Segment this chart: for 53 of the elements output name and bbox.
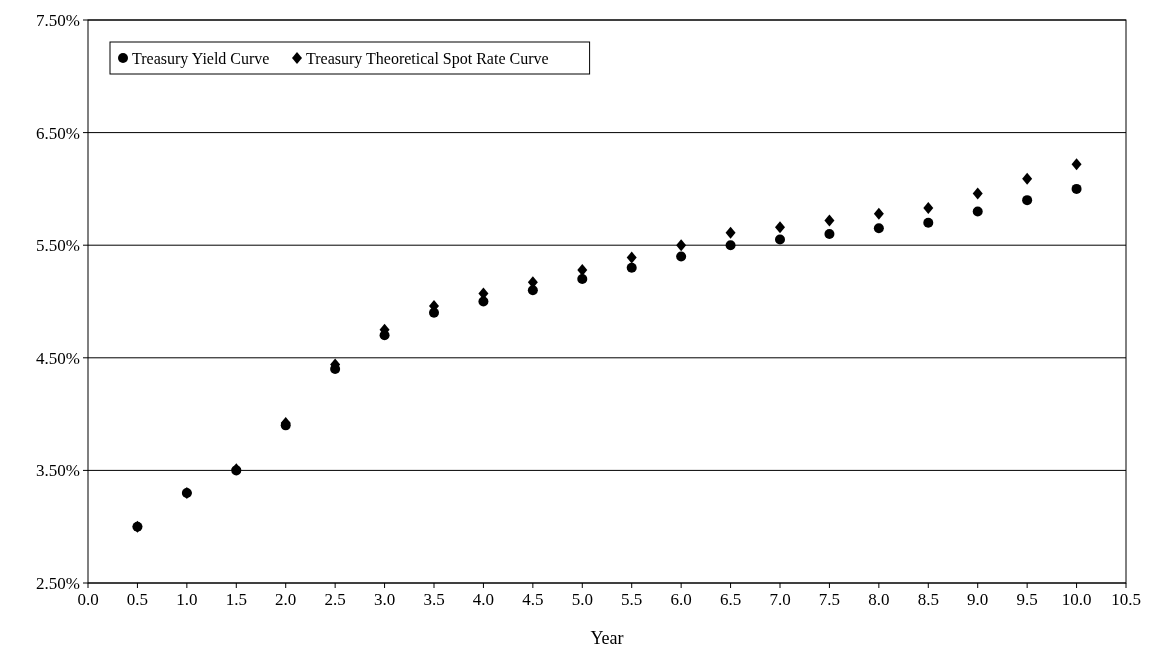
x-tick-label: 2.5 xyxy=(324,590,346,609)
y-tick-label: 7.50% xyxy=(36,10,80,30)
y-tick-label: 3.50% xyxy=(36,461,80,481)
point xyxy=(972,187,983,200)
x-tick-label: 3.0 xyxy=(373,590,396,609)
point xyxy=(923,202,934,215)
point xyxy=(923,217,934,228)
x-tick-label: 8.5 xyxy=(917,590,939,609)
point xyxy=(824,228,835,239)
y-tick-label: 4.50% xyxy=(36,348,80,368)
x-tick-label: 10.5 xyxy=(1111,590,1141,609)
x-tick-label: 4.0 xyxy=(472,590,495,609)
point xyxy=(775,221,785,234)
point xyxy=(972,206,983,217)
point xyxy=(577,273,588,284)
x-tick-label: 0.5 xyxy=(126,590,149,609)
point xyxy=(824,214,835,227)
point xyxy=(676,251,687,262)
point xyxy=(725,240,736,251)
x-tick-label: 7.0 xyxy=(769,590,791,609)
point xyxy=(626,262,637,273)
x-tick-label: 6.0 xyxy=(670,590,692,609)
point xyxy=(1071,183,1082,194)
x-tick-label: 0.0 xyxy=(77,590,99,609)
legend-label: Treasury Yield Curve xyxy=(132,49,270,68)
point xyxy=(626,251,637,264)
x-tick-label: 5.0 xyxy=(571,590,593,609)
x-tick-label: 4.5 xyxy=(522,590,544,609)
x-tick-label: 9.0 xyxy=(967,590,989,609)
x-tick-label: 9.5 xyxy=(1016,590,1038,609)
point xyxy=(775,234,785,245)
x-tick-label: 1.5 xyxy=(225,590,247,609)
point xyxy=(1022,195,1033,206)
point xyxy=(873,223,884,234)
point xyxy=(1071,158,1082,171)
point xyxy=(873,207,884,220)
x-tick-label: 1.0 xyxy=(176,590,198,609)
x-tick-label: 5.5 xyxy=(621,590,643,609)
y-tick-label: 2.50% xyxy=(36,573,80,593)
x-axis-title: Year xyxy=(590,628,624,648)
x-tick-label: 8.0 xyxy=(868,590,890,609)
point xyxy=(1022,172,1033,185)
x-tick-label: 3.5 xyxy=(423,590,445,609)
x-tick-label: 2.0 xyxy=(275,590,297,609)
point xyxy=(725,226,736,239)
x-tick-label: 7.5 xyxy=(818,590,841,609)
x-tick-label: 6.5 xyxy=(719,590,742,609)
y-tick-label: 6.50% xyxy=(36,123,80,143)
legend-label: Treasury Theoretical Spot Rate Curve xyxy=(306,49,549,68)
y-tick-label: 5.50% xyxy=(36,236,80,256)
x-tick-label: 10.0 xyxy=(1061,590,1092,609)
point xyxy=(676,239,687,252)
point xyxy=(577,263,588,276)
